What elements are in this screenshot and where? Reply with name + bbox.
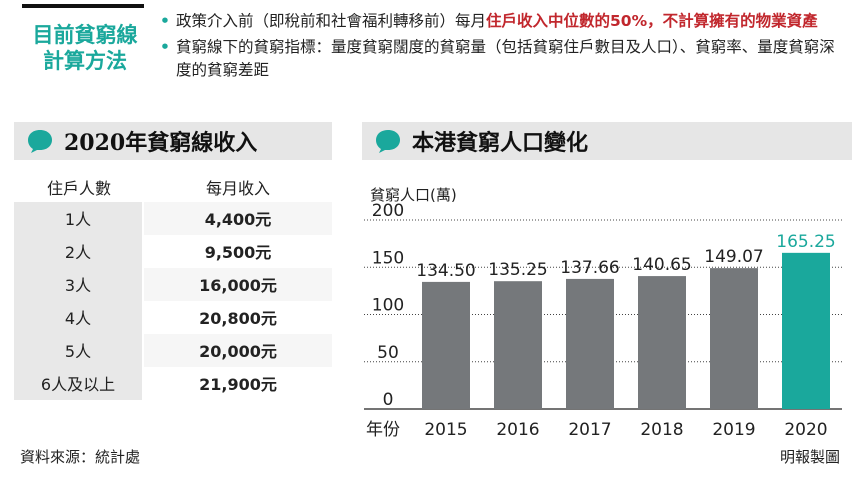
bar-chart-svg: 貧窮人口(萬) 0 50 100 150 200 年份 134.50 2015 135.25 201…: [364, 186, 842, 440]
income-cell: 16,000元: [144, 267, 332, 302]
method-title-line2: 計算方法: [43, 49, 127, 73]
x-tick-label: 2015: [424, 420, 467, 440]
population-panel-title: 本港貧窮人口變化: [412, 130, 589, 156]
income-panel-header: 2020年貧窮線收入: [14, 122, 332, 160]
bullet-poverty-indicators: 貧窮線下的貧窮指標：量度貧窮闊度的貧窮量（包括貧窮住戶數目及人口）、貧窮率、量度…: [160, 36, 850, 82]
y-tick-label: 0: [383, 390, 394, 410]
y-axis-label: 貧窮人口(萬): [370, 186, 457, 204]
bullet-income-definition: 政策介入前（即稅前和社會福利轉移前）每月住戶收入中位數的50%，不計算擁有的物業…: [160, 10, 850, 33]
x-tick-label: 2017: [568, 420, 611, 440]
household-size-cell: 3人: [14, 267, 142, 302]
income-cell: 4,400元: [144, 201, 332, 236]
income-table-body: 1人 4,400元 2人 9,500元 3人 16,000元 4人 20,800元 5人 20,0…: [14, 201, 332, 401]
table-row: 3人 16,000元: [14, 267, 332, 302]
x-axis-label: 年份: [366, 420, 400, 440]
table-row: 1人 4,400元: [14, 201, 332, 236]
method-bullets: 政策介入前（即稅前和社會福利轉移前）每月住戶收入中位數的50%，不計算擁有的物業…: [160, 10, 850, 85]
speech-bubble-icon: [376, 130, 400, 153]
table-row: 6人及以上 21,900元: [14, 366, 332, 401]
poverty-population-chart: 貧窮人口(萬) 0 50 100 150 200 年份 134.50 2015 135.25 201…: [362, 176, 852, 446]
speech-bubble-icon: [28, 130, 52, 153]
income-table-header: 住戶人數 每月收入: [14, 172, 332, 202]
bar-2018: [638, 276, 686, 409]
income-table: 住戶人數 每月收入 1人 4,400元 2人 9,500元 3人 16,000元 4人 20,…: [14, 172, 332, 401]
income-cell: 21,900元: [144, 367, 332, 401]
table-row: 5人 20,000元: [14, 333, 332, 368]
household-size-cell: 6人及以上: [14, 366, 142, 401]
bar-value-label: 137.66: [560, 258, 619, 278]
income-cell: 20,800元: [144, 301, 332, 335]
table-row: 4人 20,800元: [14, 300, 332, 335]
x-tick-label: 2020: [784, 420, 827, 440]
bar-value-label: 165.25: [776, 232, 835, 252]
income-panel-title: 2020年貧窮線收入: [64, 130, 258, 156]
household-size-cell: 4人: [14, 300, 142, 335]
credit-note: 明報製圖: [779, 448, 840, 466]
bullet1-text: 政策介入前（即稅前和社會福利轉移前）每月: [176, 12, 487, 30]
household-size-cell: 2人: [14, 234, 142, 269]
method-title: 目前貧窮線 計算方法: [22, 22, 148, 74]
bar-value-label: 135.25: [488, 260, 547, 280]
income-cell: 20,000元: [144, 333, 332, 368]
bar-2016: [494, 281, 542, 409]
y-tick-label: 200: [372, 201, 404, 221]
top-accent-bar: [22, 4, 144, 8]
household-size-cell: 1人: [14, 201, 142, 236]
population-panel-header: 本港貧窮人口變化: [362, 122, 852, 160]
method-title-line1: 目前貧窮線: [32, 23, 138, 47]
col-monthly-income: 每月收入: [205, 179, 270, 198]
y-tick-label: 100: [372, 296, 404, 316]
bar-2017: [566, 278, 614, 409]
x-tick-label: 2018: [640, 420, 683, 440]
y-tick-label: 50: [377, 343, 399, 363]
table-row: 2人 9,500元: [14, 234, 332, 269]
household-size-cell: 5人: [14, 333, 142, 368]
x-tick-label: 2016: [496, 420, 539, 440]
bullet1-highlight: 住戶收入中位數的50%，不計算擁有的物業資產: [486, 12, 818, 30]
bar-value-label: 134.50: [416, 261, 475, 281]
bar-2019: [710, 268, 758, 409]
bar-2015: [422, 281, 470, 409]
bar-value-label: 140.65: [632, 255, 691, 275]
col-household-size: 住戶人數: [46, 179, 111, 198]
income-cell: 9,500元: [144, 235, 332, 269]
source-note: 資料來源：統計處: [20, 448, 141, 466]
x-tick-label: 2019: [712, 420, 755, 440]
y-tick-label: 150: [372, 248, 404, 268]
bar-value-label: 149.07: [704, 247, 763, 267]
bar-2020: [782, 252, 830, 409]
